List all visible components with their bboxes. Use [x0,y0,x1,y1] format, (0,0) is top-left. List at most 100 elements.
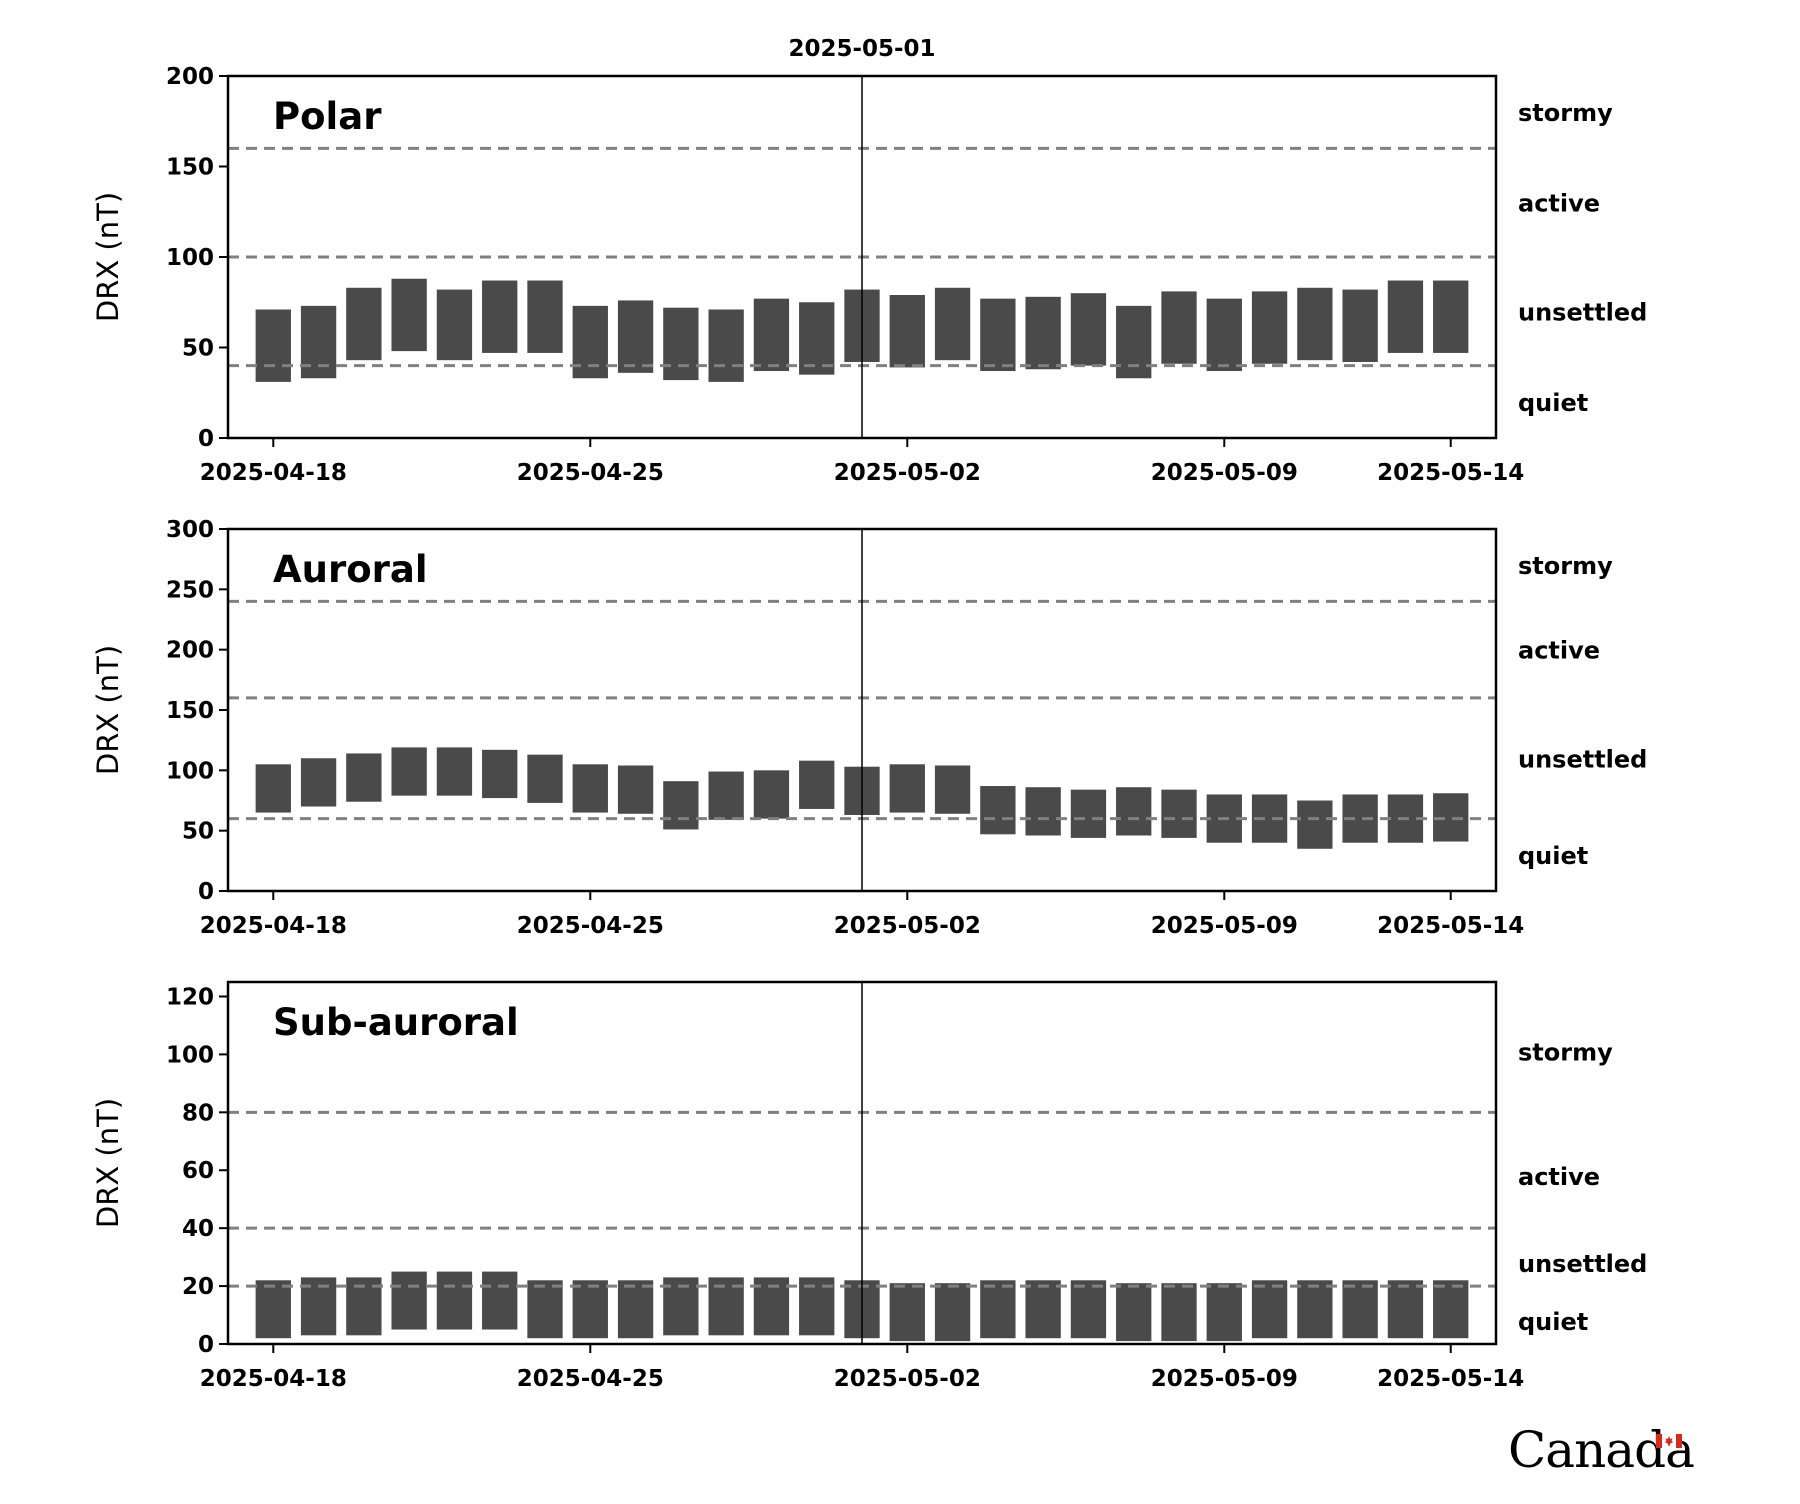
activity-level-label: active [1518,637,1600,665]
y-tick-label: 250 [166,577,214,603]
drx-range-bar [753,298,790,372]
x-tick-label: 2025-05-02 [834,460,981,486]
drx-range-bar [255,309,291,382]
drx-range-bar [391,278,427,352]
drx-range-bar [1070,293,1107,366]
x-tick-label: 2025-05-02 [834,1366,981,1392]
drx-range-bar [527,280,563,353]
activity-level-label: stormy [1518,552,1613,580]
y-axis-label: DRX (nT) [91,645,125,775]
canadian-flag-icon [1656,1434,1682,1448]
drx-range-bar [708,771,744,820]
x-tick-label: 2025-05-02 [834,913,981,939]
drx-range-bar [1206,1283,1242,1342]
drx-range-bar [482,749,518,799]
plot-frame [226,980,1498,1346]
drx-range-bar [889,295,925,368]
panel-title: Polar [273,95,382,138]
y-tick-label: 0 [198,1332,214,1358]
drx-range-bar [663,307,699,381]
canada-wordmark-text: Canada [1508,1421,1695,1479]
y-tick-label: 50 [182,819,214,845]
drx-range-bar [1070,789,1107,838]
drx-range-bar [617,765,654,814]
activity-level-label: unsettled [1518,298,1647,326]
drx-range-bar [527,1280,563,1339]
drx-range-bar [482,1271,518,1330]
y-tick-label: 0 [198,426,214,452]
activity-level-label: active [1518,190,1600,218]
drx-range-bar [934,287,971,361]
drx-range-bar [391,747,427,796]
y-tick-label: 100 [166,758,214,784]
drx-range-bar [527,754,563,803]
y-tick-label: 200 [166,638,214,664]
drx-range-bar [934,765,971,814]
drx-range-bar [1251,291,1288,364]
activity-level-label: quiet [1518,389,1588,417]
current-date-label: 2025-05-01 [788,36,935,62]
x-tick-label: 2025-05-09 [1151,460,1298,486]
drx-range-bar [1025,296,1061,370]
y-tick-label: 150 [166,698,214,724]
y-tick-label: 100 [166,1042,214,1068]
drx-range-bar [663,781,699,830]
drx-range-bar [1342,289,1378,362]
activity-level-label: unsettled [1518,1250,1647,1278]
drx-range-bar [1161,291,1197,364]
drx-range-bar [436,747,473,796]
drx-range-bar [889,764,925,813]
drx-range-bar [255,1280,291,1339]
y-tick-label: 150 [166,155,214,181]
y-tick-label: 100 [166,245,214,271]
activity-level-label: unsettled [1518,745,1647,773]
drx-range-bar [934,1283,971,1342]
panel-title: Sub-auroral [273,1001,519,1044]
drx-range-bar [889,1283,925,1342]
drx-range-bar [391,1271,427,1330]
drx-range-bar [346,753,382,802]
x-tick-label: 2025-04-25 [517,460,664,486]
drx-range-bar [1297,800,1333,849]
drx-range-bar [436,1271,473,1330]
drx-range-bar [1251,1280,1288,1339]
panel-sub-auroral: 0 20 40 60 80 100 120 2025-04-18 2025-04-25 2025-… [91,980,1647,1392]
activity-level-label: quiet [1518,842,1588,870]
drx-range-bar [708,309,744,382]
y-tick-label: 20 [182,1274,214,1300]
canada-wordmark-logo: Canada [1508,1420,1695,1480]
drx-range-bar [1297,287,1333,361]
drx-range-bar [1342,1280,1378,1339]
drx-range-bar [1025,1280,1061,1339]
drx-range-bar [346,287,382,361]
drx-range-bar [1433,280,1469,353]
drx-range-bar [1116,1283,1152,1342]
panel-polar: 2025-05-01 0 50 100 150 200 2025-04-18 2025-04-… [91,36,1647,486]
drx-range-bar [1116,305,1152,379]
drx-range-bar [1116,787,1152,836]
drx-range-bar [1433,1280,1469,1339]
x-tick-label: 2025-04-25 [517,1366,664,1392]
y-tick-label: 300 [166,517,214,543]
activity-level-label: stormy [1518,99,1613,127]
drx-range-bar [1387,1280,1424,1339]
drx-range-bar [1025,787,1061,836]
drx-range-bar [1161,789,1197,838]
y-tick-label: 120 [166,984,214,1010]
drx-range-bar [1387,280,1424,353]
drx-range-bar [1297,1280,1333,1339]
drx-range-bar [753,770,790,819]
drx-range-bar [572,764,608,813]
drx-range-bar [300,758,337,807]
drx-range-bar [799,760,835,809]
activity-level-label: quiet [1518,1308,1588,1336]
x-tick-label: 2025-04-18 [200,913,347,939]
y-tick-label: 60 [182,1158,214,1184]
x-tick-label: 2025-05-09 [1151,913,1298,939]
panel-title: Auroral [273,548,428,591]
drx-range-bar [436,289,473,361]
y-tick-label: 80 [182,1100,214,1126]
y-axis-label: DRX (nT) [91,192,125,322]
